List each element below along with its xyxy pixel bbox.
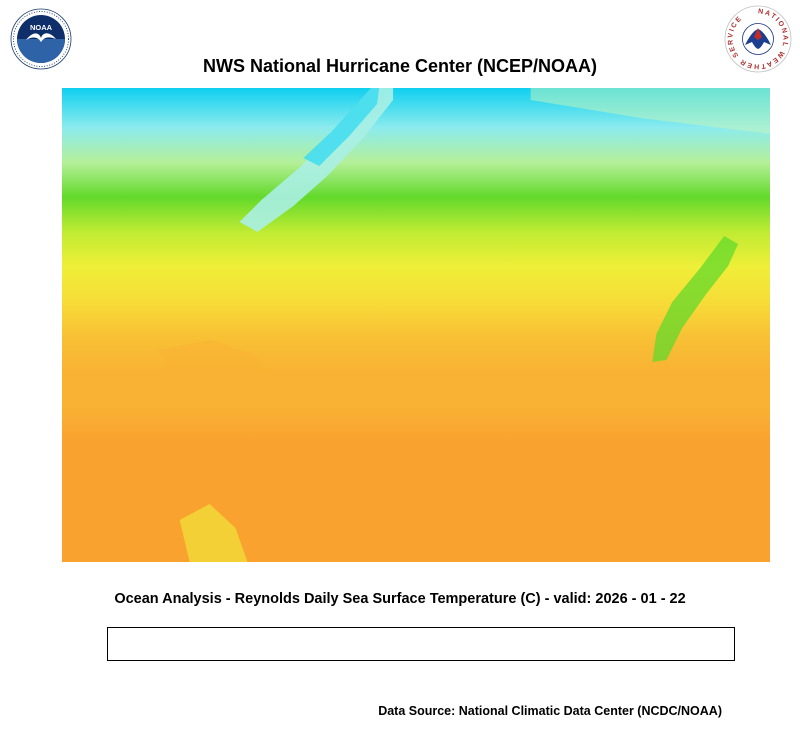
noaa-logo-text: NOAA xyxy=(30,23,53,32)
sst-map xyxy=(62,88,770,562)
page-title: NWS National Hurricane Center (NCEP/NOAA… xyxy=(202,56,598,76)
data-source-note: Data Source: National Climatic Data Cent… xyxy=(378,704,722,718)
map-caption: Ocean Analysis - Reynolds Daily Sea Surf… xyxy=(114,591,686,607)
nws-bird-accent xyxy=(754,28,762,40)
temperature-colorbar xyxy=(107,627,735,661)
nws-logo-icon: NATIONAL WEATHER SERVICE xyxy=(724,5,792,73)
sst-map-canvas xyxy=(62,88,770,562)
noaa-logo-ring-text-decoration xyxy=(13,11,69,67)
noaa-logo-icon: NOAA xyxy=(10,8,72,70)
noaa-logo-sea xyxy=(17,39,65,63)
noaa-gull-icon xyxy=(26,33,56,42)
ocean-fill xyxy=(62,88,770,562)
